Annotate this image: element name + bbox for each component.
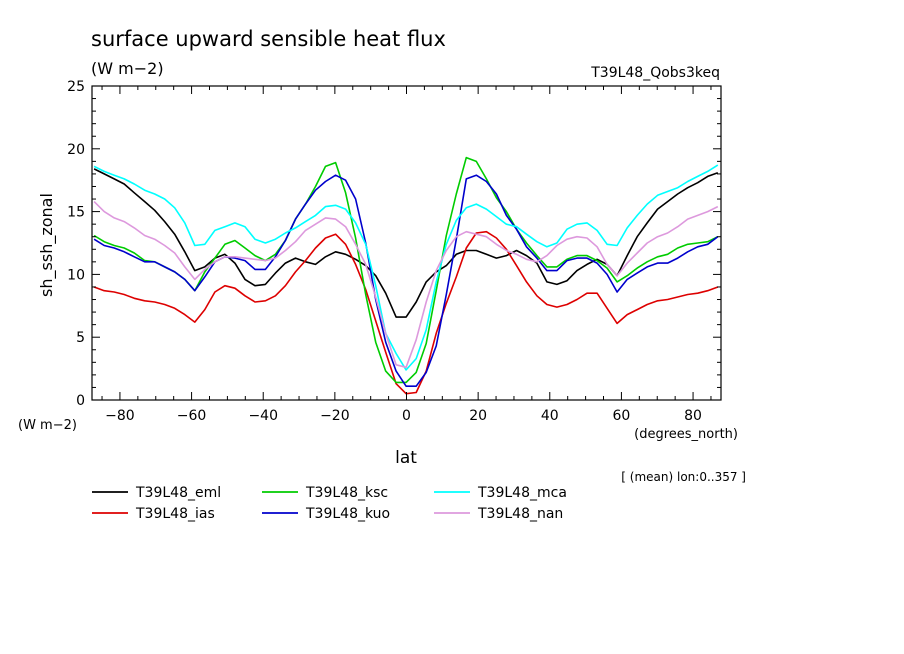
legend-label-T39L48_kuo: T39L48_kuo (305, 506, 390, 522)
legend-label-T39L48_ias: T39L48_ias (135, 506, 215, 522)
series-line-T39L48_kuo (93, 174, 719, 388)
x-tick-label: −40 (248, 408, 278, 424)
series-line-T39L48_ksc (93, 156, 719, 384)
y-tick-label: 0 (76, 393, 85, 409)
legend-label-T39L48_nan: T39L48_nan (477, 506, 563, 522)
y-tick-label: 5 (76, 330, 85, 346)
x-tick-label: 20 (469, 408, 487, 424)
x-tick-label: 0 (402, 408, 411, 424)
y-tick-label: 25 (67, 79, 85, 95)
plot-frame (91, 85, 722, 401)
legend-label-T39L48_ksc: T39L48_ksc (305, 485, 388, 501)
x-tick-label: −80 (105, 408, 135, 424)
averaging-note: [ (mean) lon:0..357 ] (621, 470, 746, 484)
series-line-T39L48_nan (93, 201, 719, 369)
legend: T39L48_eml T39L48_ias T39L48_ksc T39L48_kuo… (92, 485, 567, 522)
plot-lines (93, 156, 719, 395)
x-tick-label: 80 (684, 408, 702, 424)
x-axis-label: lat (395, 448, 417, 468)
run-label: T39L48_Qobs3keq (590, 65, 720, 81)
x-tick-label: −60 (177, 408, 207, 424)
tick-labels: −80 −60 −40 −20 0 20 40 60 80 0 5 10 15 20 25 (67, 79, 702, 424)
x-axis-units: (degrees_north) (634, 427, 738, 442)
x-tick-label: 40 (541, 408, 559, 424)
y-tick-label: 15 (67, 205, 85, 221)
series-line-T39L48_mca (93, 164, 719, 371)
chart-subtitle: (W m−2) (91, 59, 164, 78)
legend-label-T39L48_eml: T39L48_eml (135, 485, 221, 501)
chart-title: surface upward sensible heat flux (91, 27, 446, 51)
y-axis-units: (W m−2) (18, 418, 77, 433)
x-tick-label: −20 (320, 408, 350, 424)
y-tick-label: 20 (67, 142, 85, 158)
y-tick-label: 10 (67, 267, 85, 283)
legend-label-T39L48_mca: T39L48_mca (477, 485, 567, 501)
y-axis-label: sh_ssh_zonal (37, 193, 57, 297)
x-tick-label: 60 (613, 408, 631, 424)
axis-ticks (92, 85, 721, 401)
